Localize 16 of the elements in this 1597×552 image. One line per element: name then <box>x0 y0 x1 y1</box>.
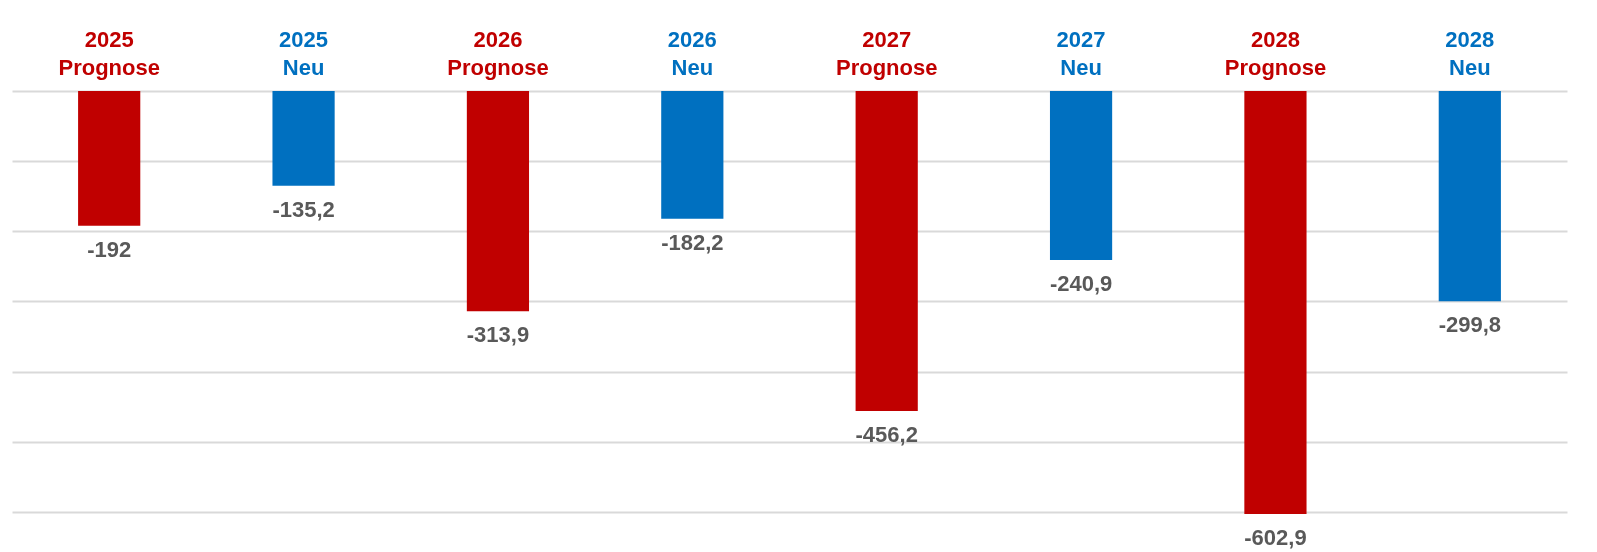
x-tick-label: 2027 Neu <box>1056 26 1106 80</box>
x-tick-label: 2025 Prognose <box>58 26 160 80</box>
x-tick-label: 2027 Prognose <box>835 26 938 80</box>
x-tick-label: 2028 Prognose <box>1224 26 1327 80</box>
data-label: -135,2 <box>272 196 335 222</box>
x-tick-label: 2028 Neu <box>1445 26 1495 80</box>
x-tick-label: 2026 Prognose <box>447 26 549 80</box>
data-label: -182,2 <box>661 229 724 255</box>
x-tick-label: 2025 Neu <box>279 26 329 80</box>
data-label: -602,9 <box>1244 524 1307 550</box>
data-label: -313,9 <box>466 322 530 348</box>
data-label: -456,2 <box>855 422 918 448</box>
data-label: -240,9 <box>1049 271 1113 296</box>
data-label: -299,8 <box>1438 312 1502 338</box>
x-tick-label: 2026 Neu <box>667 26 717 80</box>
data-label: -192 <box>87 236 132 262</box>
